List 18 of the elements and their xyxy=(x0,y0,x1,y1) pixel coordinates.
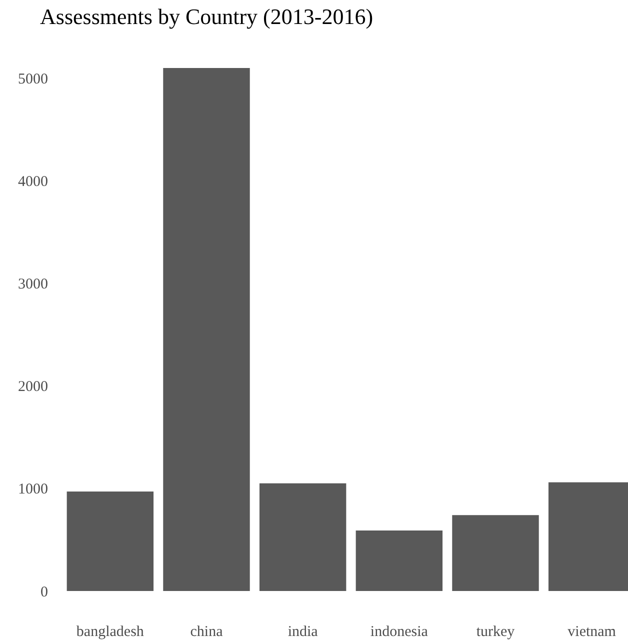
x-tick-label: indonesia xyxy=(370,624,428,640)
y-tick-label: 3000 xyxy=(18,276,48,293)
y-tick-label: 5000 xyxy=(18,72,48,88)
bar xyxy=(66,492,154,591)
bar xyxy=(163,68,250,591)
x-tick-label: vietnam xyxy=(568,624,616,640)
y-tick-label: 2000 xyxy=(18,379,48,396)
x-tick-label: india xyxy=(288,624,318,640)
chart-title: Assessments by Country (2013-2016) xyxy=(40,4,374,29)
y-tick-label: 0 xyxy=(40,584,48,600)
x-tick-label: turkey xyxy=(476,624,516,640)
bar xyxy=(452,515,539,591)
x-tick-label: bangladesh xyxy=(76,624,144,640)
bar xyxy=(259,483,346,591)
y-tick-label: 4000 xyxy=(18,174,48,190)
y-tick-label: 1000 xyxy=(18,482,48,498)
x-tick-label: china xyxy=(190,624,224,640)
bar xyxy=(356,530,443,591)
